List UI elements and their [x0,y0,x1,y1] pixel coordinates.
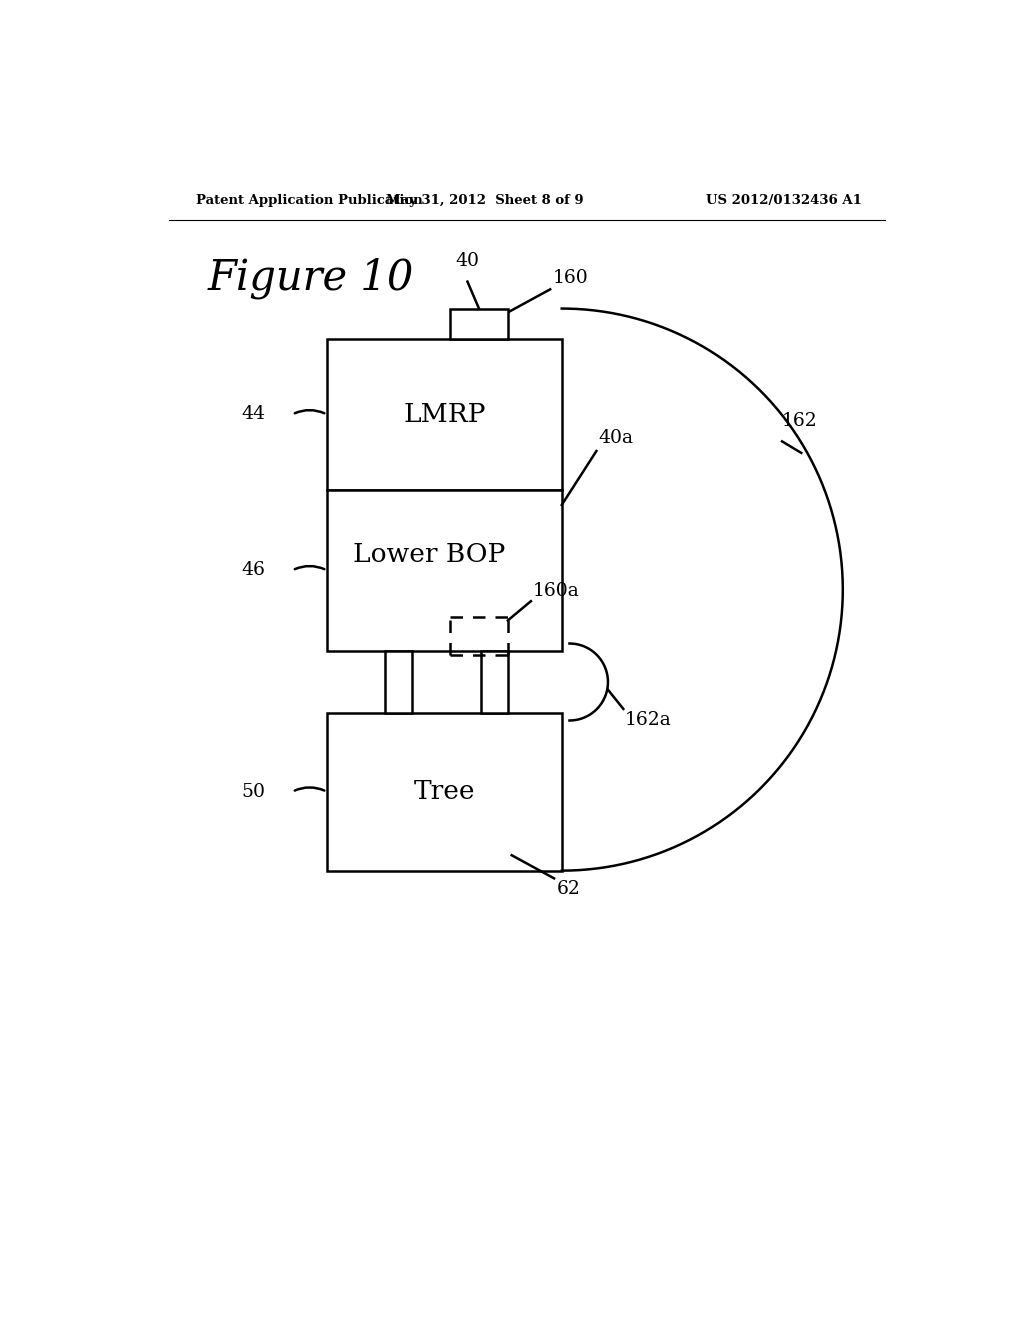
Text: 50: 50 [242,783,265,801]
Text: 162a: 162a [625,711,672,729]
Text: 40a: 40a [599,429,634,447]
Text: US 2012/0132436 A1: US 2012/0132436 A1 [707,194,862,207]
Text: Figure 10: Figure 10 [208,257,414,298]
Bar [481,651,508,713]
Text: 62: 62 [556,880,581,898]
Text: 46: 46 [242,561,265,579]
Bar [327,490,562,651]
Text: Patent Application Publication: Patent Application Publication [196,194,423,207]
Bar [327,713,562,871]
Bar [385,651,412,713]
Text: Tree: Tree [414,779,475,804]
Text: 160a: 160a [532,582,580,599]
Text: 160: 160 [553,269,588,286]
Text: 44: 44 [242,405,265,424]
Text: 162: 162 [782,412,818,430]
Bar [327,339,562,490]
Text: LMRP: LMRP [403,401,485,426]
Text: May 31, 2012  Sheet 8 of 9: May 31, 2012 Sheet 8 of 9 [386,194,584,207]
Text: Lower BOP: Lower BOP [352,543,505,568]
Bar [451,309,508,339]
Text: 40: 40 [456,252,479,271]
